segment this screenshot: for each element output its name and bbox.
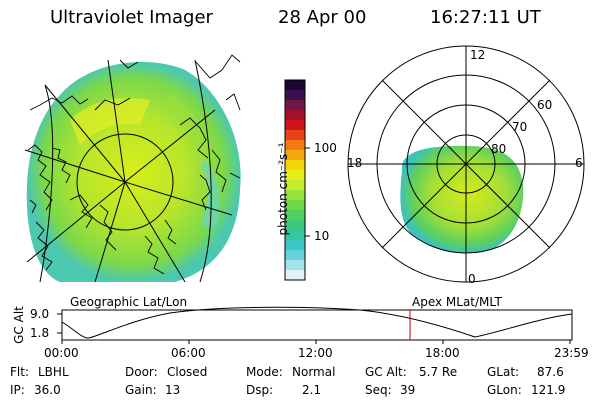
orbit-xtick-0600: 06:00: [171, 346, 206, 360]
mlt-label-6: 6: [575, 156, 583, 170]
colorbar-swatch: [285, 220, 305, 231]
date-label: 28 Apr 00: [278, 7, 367, 28]
instrument-title: Ultraviolet Imager: [50, 7, 213, 28]
info-gcalt-value: 5.7 Re: [419, 365, 458, 379]
colorbar-swatch: [285, 110, 305, 121]
colorbar-swatch: [285, 90, 305, 101]
colorbar-swatch: [285, 120, 305, 131]
info-mode-label: Mode:: [246, 365, 283, 379]
auroral-image-right: [400, 145, 524, 254]
colorbar-swatch: [285, 260, 305, 271]
time-label: 16:27:11 UT: [430, 7, 541, 28]
info-dsp-value: 2.1: [302, 383, 322, 397]
orbit-ytick-top: 9.0: [30, 307, 50, 321]
info-seq-value: 39: [400, 383, 416, 397]
mlt-label-12: 12: [470, 48, 486, 62]
orbit-xtick-0000: 00:00: [44, 346, 79, 360]
info-gcalt-label: GC Alt:: [365, 365, 407, 379]
orbit-xtick-1800: 18:00: [425, 346, 460, 360]
colorbar-swatch: [285, 170, 305, 181]
colorbar-unit-label: photon cm⁻²s⁻¹: [276, 142, 290, 236]
colorbar-swatch: [285, 140, 305, 151]
info-glon-label: GLon:: [487, 383, 522, 397]
info-flt-label: Flt:: [10, 365, 29, 379]
mlt-label-0: 0: [468, 272, 476, 286]
colorbar-swatch: [285, 190, 305, 201]
colorbar-swatch: [285, 250, 305, 261]
info-mode-value: Normal: [292, 365, 336, 379]
coastlines: [27, 54, 241, 275]
info-door-value: Closed: [167, 365, 208, 379]
colorbar-swatch: [285, 230, 305, 241]
colorbar-frame: [284, 79, 306, 281]
orbit-ylabel: GC Alt: [12, 306, 26, 344]
info-ip-label: IP:: [10, 383, 25, 397]
right-panel-caption: Apex MLat/MLT: [412, 295, 502, 309]
colorbar-swatch: [285, 180, 305, 191]
info-glat-label: GLat:: [487, 365, 520, 379]
colorbar-swatch: [285, 240, 305, 251]
lat-label-80: 80: [491, 142, 507, 156]
lat-label-60: 60: [537, 98, 553, 112]
info-flt-value: LBHL: [38, 365, 69, 379]
colorbar-swatch: [285, 270, 305, 281]
info-door-label: Door:: [125, 365, 158, 379]
orbit-plot: [57, 306, 573, 344]
info-seq-label: Seq:: [365, 383, 392, 397]
graticule: [24, 59, 233, 283]
orbit-xtick-2359: 23:59: [554, 346, 589, 360]
colorbar-swatch: [285, 160, 305, 171]
altitude-curve: [61, 306, 573, 339]
colorbar-swatch: [285, 130, 305, 141]
geographic-map: [24, 54, 241, 283]
info-dsp-label: Dsp:: [246, 383, 274, 397]
colorbar-swatch: [285, 100, 305, 111]
colorbar: [285, 80, 305, 281]
info-glon-value: 121.9: [531, 383, 566, 397]
apex-polar-plot: [347, 45, 585, 283]
mlt-label-18: 18: [347, 156, 363, 170]
colorbar-swatch: [285, 150, 305, 161]
orbit-ytick-bottom: 1.8: [30, 326, 50, 340]
lat-label-70: 70: [512, 120, 528, 134]
info-ip-value: 36.0: [34, 383, 61, 397]
left-panel-caption: Geographic Lat/Lon: [70, 295, 188, 309]
info-gain-value: 13: [165, 383, 181, 397]
info-gain-label: Gain:: [125, 383, 157, 397]
colorbar-swatch: [285, 210, 305, 221]
colorbar-swatch: [285, 200, 305, 211]
colorbar-swatch: [285, 80, 305, 91]
info-glat-value: 87.6: [537, 365, 564, 379]
orbit-xtick-1200: 12:00: [298, 346, 333, 360]
colorbar-tick-label-100: 100: [314, 141, 337, 155]
colorbar-tick-label-10: 10: [314, 229, 330, 243]
